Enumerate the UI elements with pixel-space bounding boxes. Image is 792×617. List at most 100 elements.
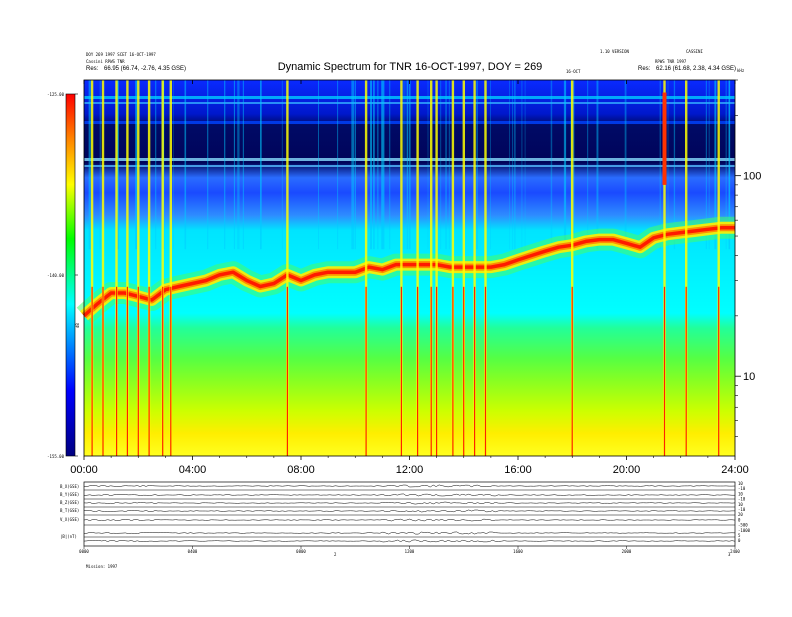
spectrogram-streak-29 xyxy=(563,80,565,250)
spectrogram-streak-47 xyxy=(565,80,567,250)
khz-unit-label: kHz xyxy=(737,68,745,73)
panel-right-label-8: -500 xyxy=(738,523,748,528)
spectrogram-streak-6 xyxy=(448,80,451,250)
spectrogram-streak-49 xyxy=(318,80,319,250)
spectrogram-streak-42 xyxy=(233,80,235,250)
panel-label-0: B_X(GSE) xyxy=(60,484,79,489)
panel-label-5: |B|(nT) xyxy=(60,534,77,539)
burst-core-5 xyxy=(148,286,150,456)
burst-core-21 xyxy=(718,286,720,456)
burst-core-7 xyxy=(170,286,172,456)
panel-bottom-mid: 2 xyxy=(334,552,337,557)
spectrogram-streak-34 xyxy=(667,80,669,250)
spectrogram-streak-64 xyxy=(117,80,119,250)
spectrogram-streak-68 xyxy=(708,80,710,250)
panel-right-label-3: -10 xyxy=(738,497,746,502)
spectrogram-streak-39 xyxy=(624,80,627,250)
panel-label-3: B_T(GSE) xyxy=(60,508,79,513)
panel-right-label-7: 0 xyxy=(738,517,741,522)
panel-x-tick-label-2: 0800 xyxy=(296,549,306,554)
panel-label-1: B_Y(GSE) xyxy=(60,492,79,497)
spectrogram-streak-40 xyxy=(405,80,407,250)
spectrogram-streak-63 xyxy=(373,80,375,250)
spectrogram-streak-53 xyxy=(673,80,676,250)
panel-right-label-11: 0 xyxy=(738,538,741,543)
y-tick-label-0: 10 xyxy=(743,371,755,383)
spectrogram-streak-65 xyxy=(728,80,731,250)
burst-4 xyxy=(137,80,140,456)
spectrogram-streak-23 xyxy=(238,80,240,250)
burst-6 xyxy=(161,80,164,456)
header-info-right-2: RPWS TNR 1997 xyxy=(655,59,687,64)
x-tick-label-4: 16:00 xyxy=(504,464,532,476)
panel-right-label-0: 10 xyxy=(738,481,743,486)
header-center-tag: 16-OCT xyxy=(566,69,581,74)
spectrogram-streak-62 xyxy=(572,80,575,250)
spectrogram-streak-4 xyxy=(512,80,513,250)
spectrogram-streak-27 xyxy=(99,80,101,250)
x-tick-label-3: 12:00 xyxy=(396,464,424,476)
panel-trace-2 xyxy=(83,501,736,505)
spectrogram-streak-32 xyxy=(381,80,383,250)
panel-x-tick-label-6: 2400 xyxy=(730,549,740,554)
header-res-left-value: 66.95 (66.74, -2.76, 4.35 GSE) xyxy=(104,66,186,72)
panel-right-label-6: 20 xyxy=(738,512,743,517)
panel-x-tick-label-3: 1200 xyxy=(405,549,415,554)
burst-7 xyxy=(169,80,172,456)
spectrogram-streak-11 xyxy=(725,80,727,250)
burst-16 xyxy=(473,80,476,456)
spectrogram-streak-19 xyxy=(352,80,354,250)
burst-5 xyxy=(147,80,151,456)
burst-1 xyxy=(101,80,105,456)
burst-20 xyxy=(685,80,688,456)
panel-bottom-right: 3 xyxy=(728,552,731,557)
spectrogram-streak-61 xyxy=(445,80,447,250)
spectrogram-streak-69 xyxy=(337,80,339,250)
spectrogram-streak-20 xyxy=(705,80,707,250)
panel-trace-6 xyxy=(83,539,736,543)
colorbar-tick-label-2: -155.00 xyxy=(47,454,64,459)
header-res-right-label: Res: xyxy=(638,66,651,72)
panel-right-label-10: 5 xyxy=(738,533,741,538)
spectrogram-streak-17 xyxy=(509,80,510,250)
burst-core-8 xyxy=(286,286,288,456)
x-tick-label-0: 00:00 xyxy=(70,464,98,476)
spectrogram-streak-45 xyxy=(155,80,157,250)
burst-core-3 xyxy=(126,286,128,456)
burst-core-17 xyxy=(484,286,487,456)
burst-core-19 xyxy=(663,286,666,456)
spectrogram-streak-22 xyxy=(377,80,379,250)
burst-core-14 xyxy=(452,286,454,456)
y-axis-ticks: 10 100 xyxy=(735,79,761,437)
header-res-left-label: Res: xyxy=(86,66,99,72)
x-tick-label-6: 24:00 xyxy=(721,464,749,476)
spectrogram-streak-25 xyxy=(714,80,717,250)
burst-core-15 xyxy=(463,286,465,456)
panel-trace-5 xyxy=(83,531,736,535)
spectrogram-streak-51 xyxy=(281,80,283,250)
spectrogram-streak-2 xyxy=(135,80,137,250)
burst-15 xyxy=(462,80,465,456)
spectrogram-streak-31 xyxy=(371,80,372,250)
colorbar-tick-label-1: -140.00 xyxy=(47,273,64,278)
spectrogram-streak-18 xyxy=(377,80,378,250)
spectrogram-streak-44 xyxy=(490,80,491,250)
burst-core-20 xyxy=(685,286,687,456)
spectrogram-streak-16 xyxy=(476,80,478,250)
x-tick-label-2: 08:00 xyxy=(287,464,315,476)
panel-label-2: B_Z(GSE) xyxy=(60,500,79,505)
burst-3 xyxy=(126,80,129,456)
spectrogram-streak-67 xyxy=(427,80,429,250)
burst-10 xyxy=(400,80,403,456)
spectrogram-streak-59 xyxy=(728,80,730,250)
panel-x-tick-label-5: 2000 xyxy=(622,549,632,554)
time-series-panels: B_X(GSE) B_Y(GSE) B_Z(GSE) B_T(GSE) V_X(GSE)… xyxy=(60,481,751,554)
burst-core-13 xyxy=(436,286,438,456)
header-info-left-1: DOY 269 1997 SCET 16-OCT-1997 xyxy=(86,52,156,57)
colorbar-ticks: -125.00 -140.00 -155.00 xyxy=(47,92,78,459)
burst-core-1 xyxy=(102,286,104,456)
plasma-line-core xyxy=(82,225,735,318)
spectrogram-streak-12 xyxy=(440,80,442,250)
